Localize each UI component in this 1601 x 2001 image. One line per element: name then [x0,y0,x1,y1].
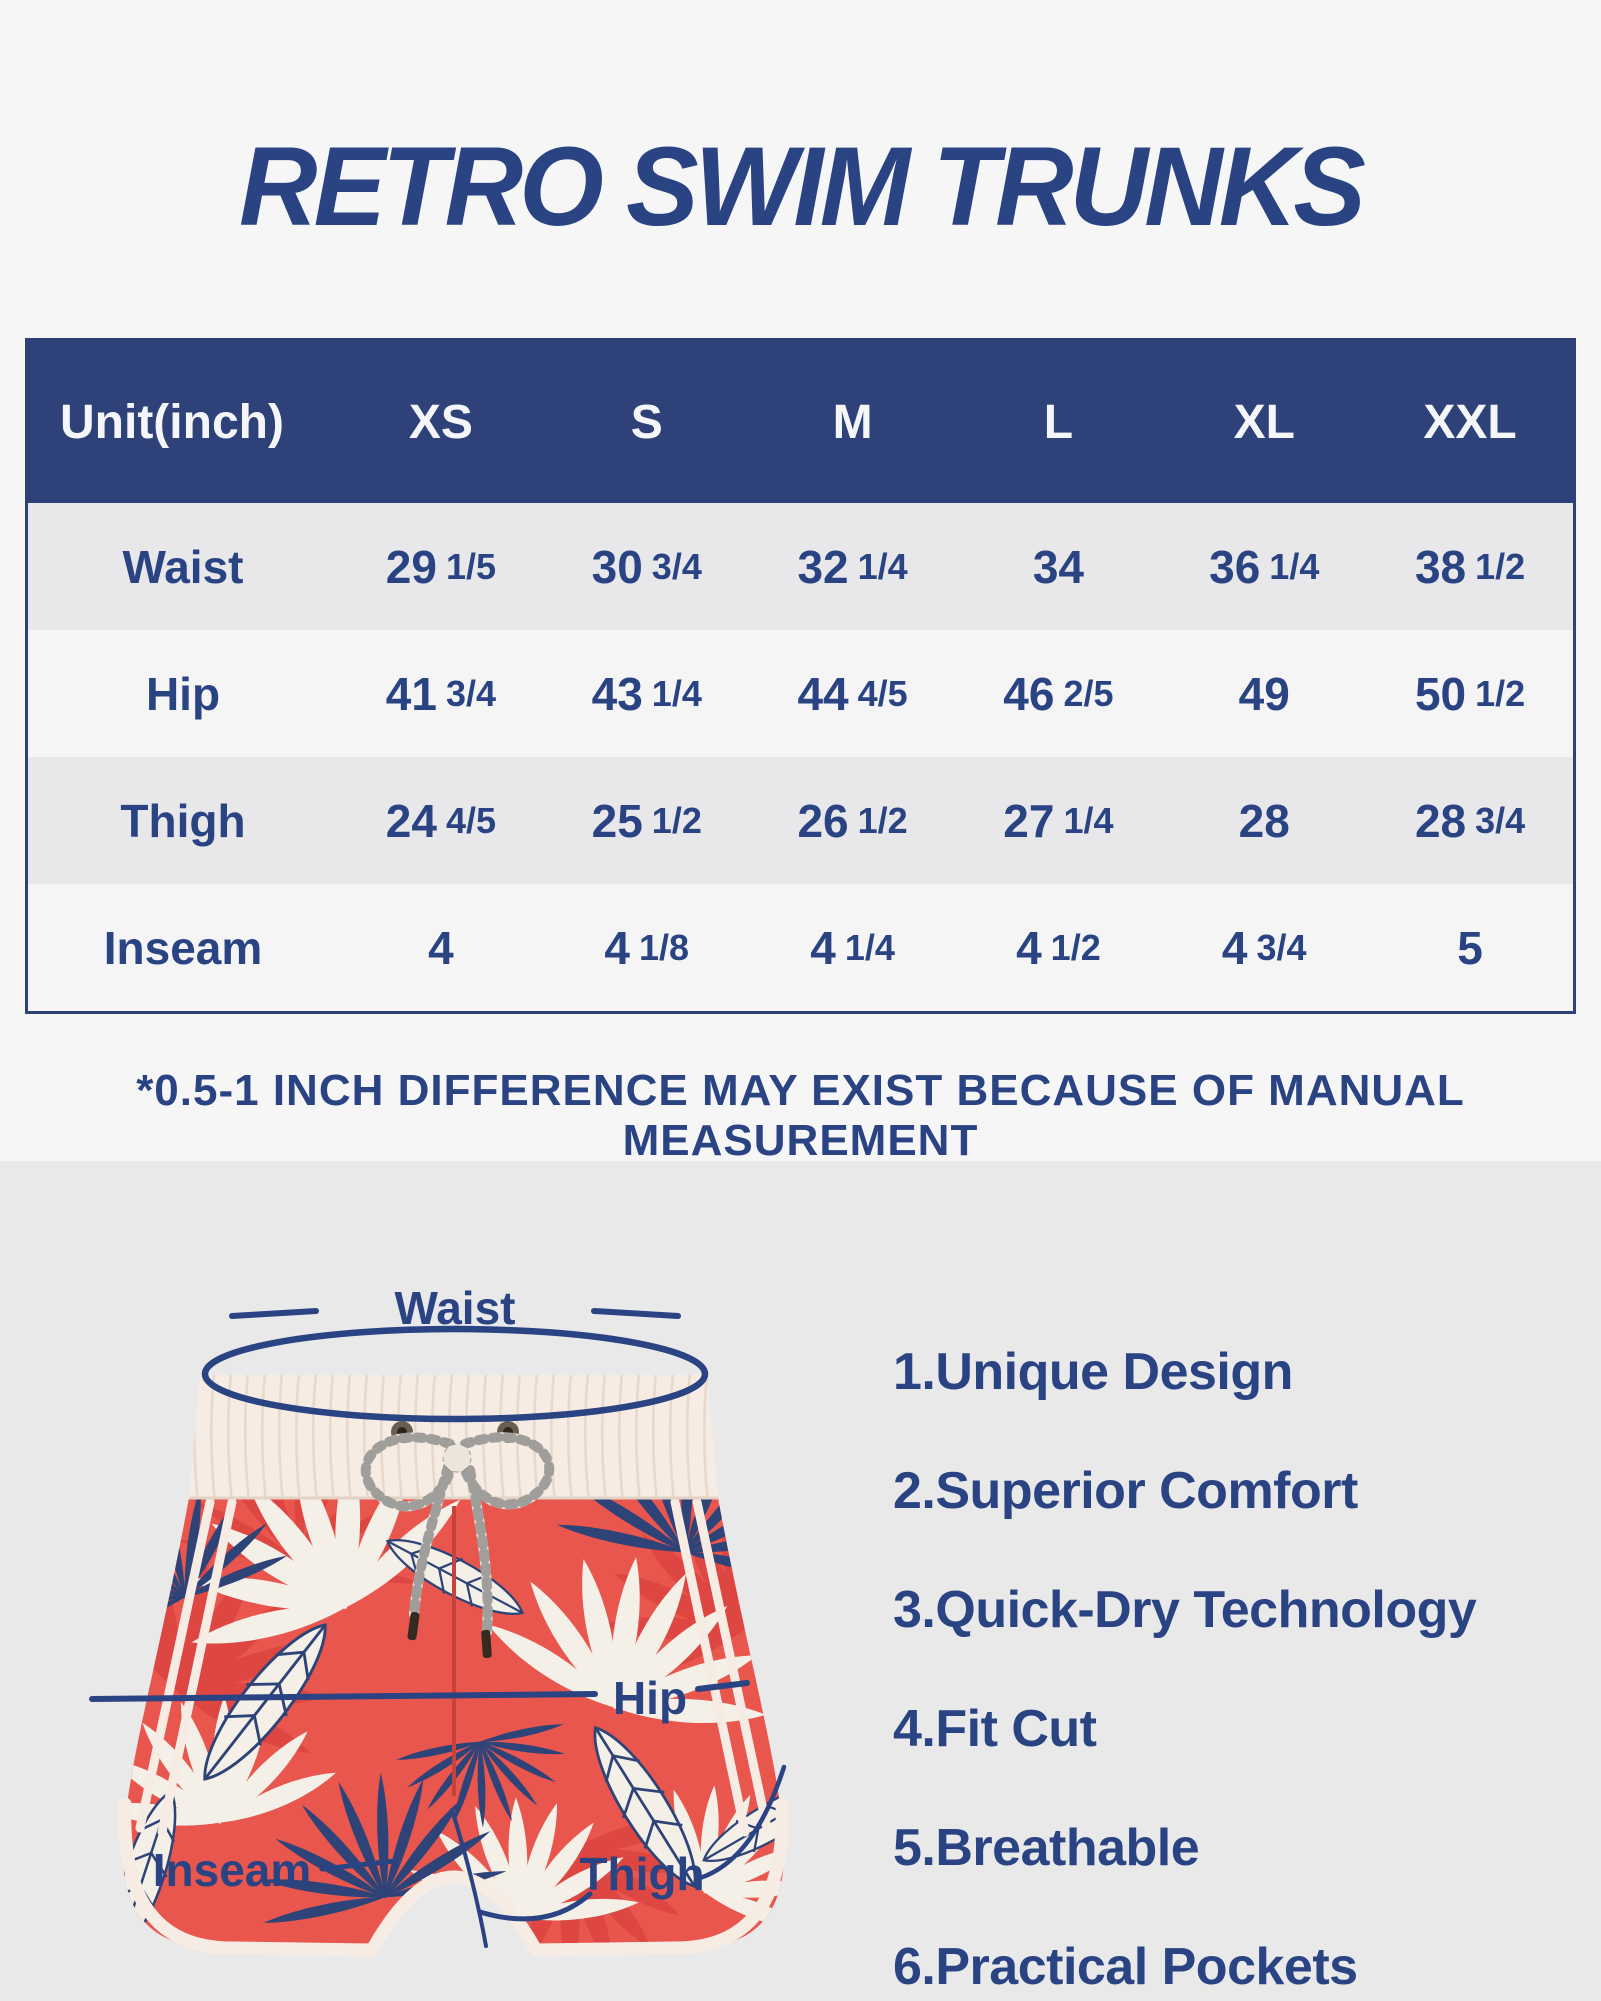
size-value: 4 [428,921,454,974]
size-value: 32 1/4 [797,540,908,593]
table-row-waist: Waist 29 1/5 30 3/4 32 1/4 34 36 1/4 38 1/2 [28,503,1573,630]
hip-tick [695,1680,750,1692]
table-header-row: Unit(inch) XS S M L XL XXL [28,341,1573,503]
size-value: 27 1/4 [1003,794,1114,847]
row-label: Hip [145,667,221,720]
swim-trunks-diagram: Waist Hip Inseam Thigh [89,1282,789,1957]
size-value: 4 1/8 [604,921,690,974]
size-value: 43 1/4 [591,667,702,720]
size-value: 44 4/5 [797,667,908,720]
size-value: 36 1/4 [1209,540,1320,593]
table-row-hip: Hip 41 3/4 43 1/4 44 4/5 46 2/5 49 50 1/2 [28,630,1573,757]
waist-ellipse [201,1325,709,1423]
feature-item: 1.Unique Design [893,1342,1293,1401]
size-table: Unit(inch) XS S M L XL XXL Waist 29 1/5 3… [25,338,1576,1014]
measurement-note: *0.5-1 INCH DIFFERENCE MAY EXIST BECAUSE… [136,1066,1465,1165]
waist-dashes [229,1308,681,1319]
size-value: 46 2/5 [1003,667,1114,720]
row-label: Waist [122,540,244,593]
feature-list: 1.Unique Design 2.Superior Comfort 3.Qui… [893,1312,1477,2001]
size-value: 41 3/4 [385,667,497,720]
feature-item: 4.Fit Cut [893,1699,1097,1758]
hip-label: Hip [613,1672,687,1724]
row-label: Inseam [103,921,263,974]
thigh-label: Thigh [579,1848,704,1900]
size-value: 5 [1457,921,1483,974]
table-row-inseam: Inseam 4 4 1/8 4 1/4 4 1/2 4 3/4 5 [28,884,1573,1011]
inseam-pointer [319,1858,398,1872]
column-header-xl: XL [1233,395,1295,449]
size-value: 29 1/5 [385,540,497,593]
column-header-s: S [630,395,663,449]
column-header-xs: XS [408,395,473,449]
thigh-curve [477,1891,593,1922]
size-value: 30 3/4 [591,540,702,593]
size-value: 38 1/2 [1414,540,1526,593]
size-value: 49 [1238,667,1290,720]
size-value: 28 [1238,794,1290,847]
feature-item: 6.Practical Pockets [893,1937,1358,1996]
hem-piping [118,1797,789,1957]
table-row-thigh: Thigh 24 4/5 25 1/2 26 1/2 27 1/4 28 28 3/4 [28,757,1573,884]
size-value: 4 1/2 [1016,921,1101,974]
product-highlights-section: Waist Hip Inseam Thigh 1.Unique Design 2… [0,1161,1601,2001]
drawstring-bow [366,1437,550,1659]
size-value: 34 [1032,540,1084,593]
waistband [189,1375,718,1500]
unit-header: Unit(inch) [60,395,284,449]
measurement-annotations: Waist Hip Inseam Thigh [89,1282,787,1948]
column-header-l: L [1043,395,1074,449]
thigh-side-curve [697,1764,787,1881]
size-value: 50 1/2 [1414,667,1526,720]
waist-label: Waist [395,1282,516,1334]
feature-item: 3.Quick-Dry Technology [893,1580,1477,1639]
inseam-line [450,1808,488,1948]
size-value: 4 1/4 [810,921,895,974]
size-value: 24 4/5 [385,794,497,847]
row-label: Thigh [120,794,246,847]
page-title: RETRO SWIM TRUNKS [239,124,1366,249]
size-value: 25 1/2 [591,794,702,847]
size-value: 26 1/2 [797,794,908,847]
feature-item: 5.Breathable [893,1818,1200,1877]
column-header-m: M [832,395,873,449]
size-value: 4 3/4 [1221,921,1307,974]
hip-line [89,1691,598,1702]
size-value: 28 3/4 [1414,794,1526,847]
inseam-label: Inseam [153,1844,312,1896]
column-header-xxl: XXL [1423,395,1517,449]
side-stripes [135,1497,772,1837]
size-chart-section: RETRO SWIM TRUNKS Unit(inch) XS S M L XL… [25,124,1576,1165]
feature-item: 2.Superior Comfort [893,1461,1358,1520]
